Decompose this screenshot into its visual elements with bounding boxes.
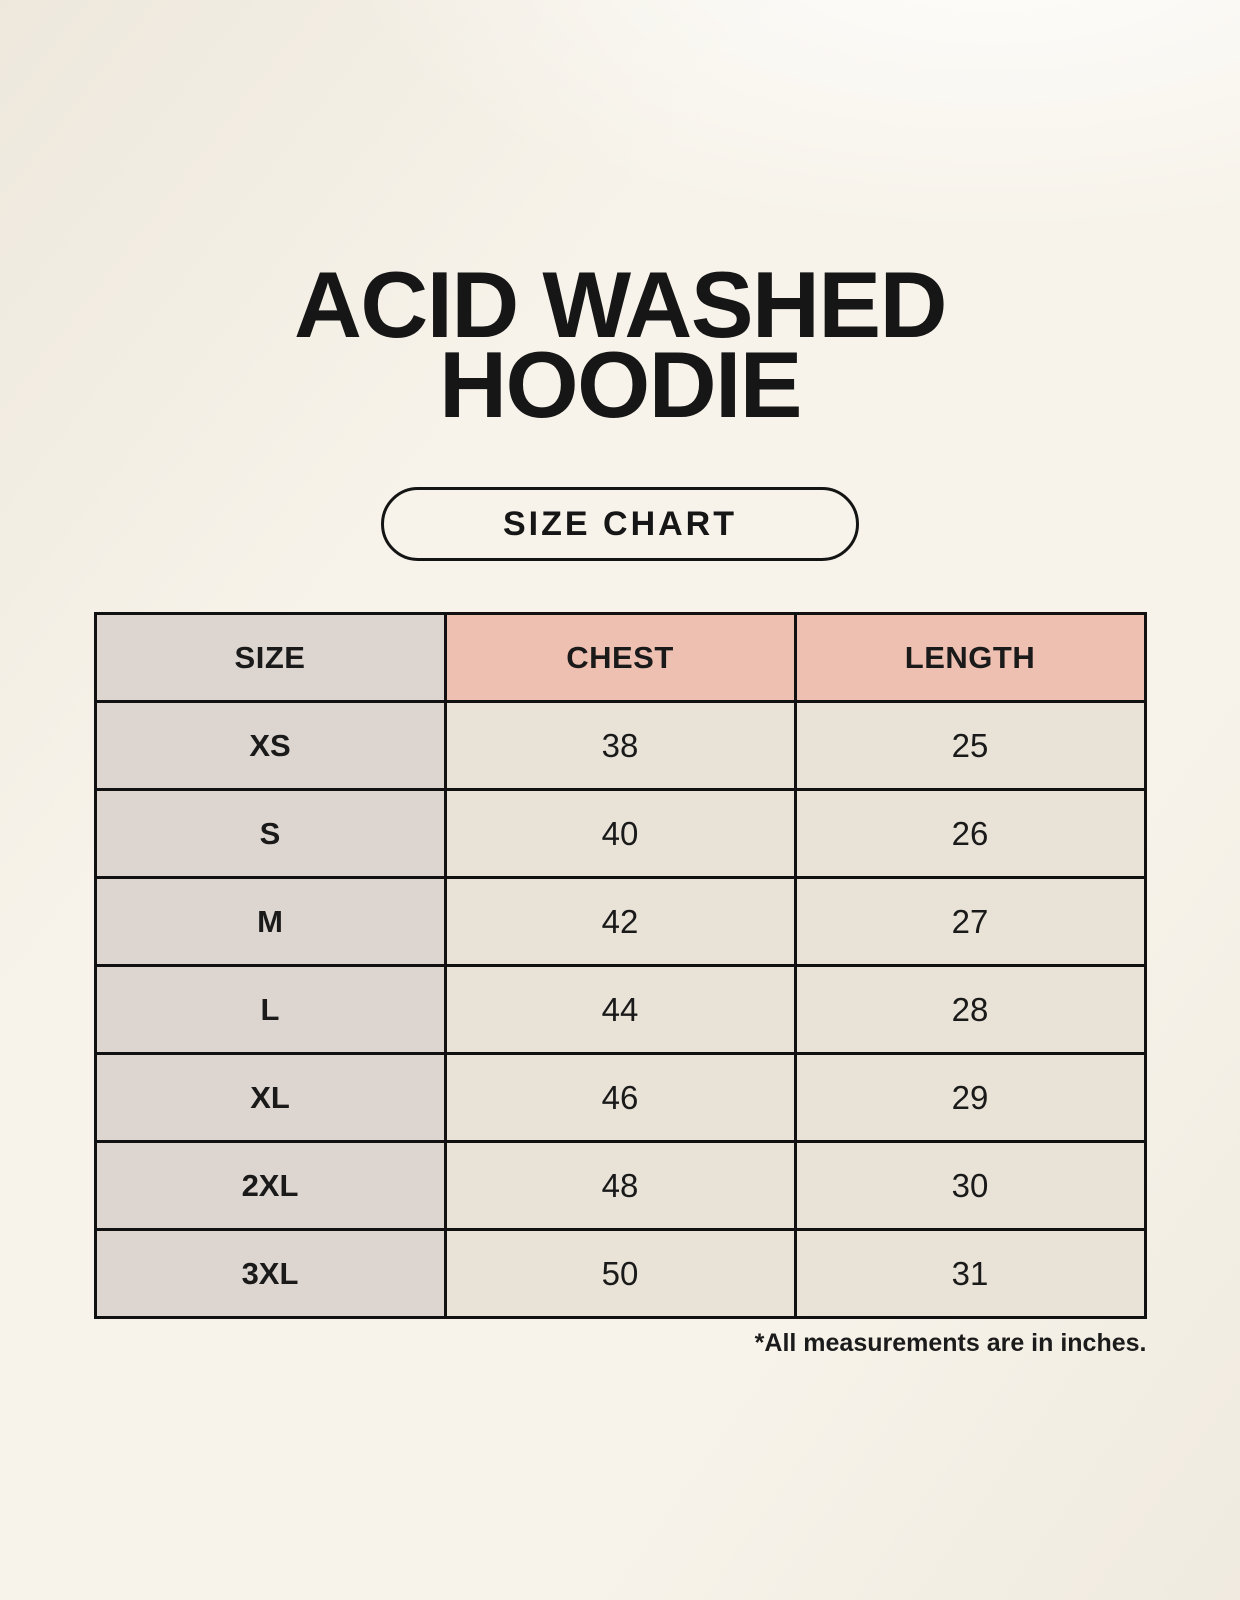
measurements-note: *All measurements are in inches. (754, 1329, 1147, 1357)
size-chart-button[interactable]: SIZE CHART (381, 487, 859, 561)
chest-cell: 38 (443, 700, 797, 791)
chest-cell: 50 (443, 1228, 797, 1319)
chest-cell: 42 (443, 876, 797, 967)
size-table: SIZE CHEST LENGTH XS 38 25 S 40 26 M 42 27 L 44 28 X… (93, 612, 1147, 1319)
table-row: 2XL 48 30 (93, 1140, 1147, 1231)
size-cell: M (93, 876, 447, 967)
length-cell: 29 (793, 1052, 1147, 1143)
length-cell: 25 (793, 700, 1147, 791)
size-cell: L (93, 964, 447, 1055)
chest-cell: 48 (443, 1140, 797, 1231)
size-table-head: SIZE CHEST LENGTH (93, 612, 1147, 703)
table-row: M 42 27 (93, 876, 1147, 967)
chest-cell: 40 (443, 788, 797, 879)
table-row: XS 38 25 (93, 700, 1147, 791)
size-cell: S (93, 788, 447, 879)
header-length: LENGTH (793, 612, 1147, 703)
page-title: ACID WASHED HOODIE (0, 0, 1240, 437)
length-cell: 30 (793, 1140, 1147, 1231)
table-row: L 44 28 (93, 964, 1147, 1055)
page-title-line1: ACID WASHED (294, 252, 947, 357)
header-chest: CHEST (443, 612, 797, 703)
table-row: 3XL 50 31 (93, 1228, 1147, 1319)
size-cell: XS (93, 700, 447, 791)
table-row: S 40 26 (93, 788, 1147, 879)
size-table-body: XS 38 25 S 40 26 M 42 27 L 44 28 XL 46 29 2XL 48 30 3XL 50 3… (93, 700, 1147, 1319)
header-size: SIZE (93, 612, 447, 703)
size-cell: XL (93, 1052, 447, 1143)
table-row: XL 46 29 (93, 1052, 1147, 1143)
chest-cell: 46 (443, 1052, 797, 1143)
table-header-row: SIZE CHEST LENGTH (93, 612, 1147, 703)
length-cell: 31 (793, 1228, 1147, 1319)
length-cell: 26 (793, 788, 1147, 879)
length-cell: 27 (793, 876, 1147, 967)
page-title-line2: HOODIE (439, 332, 802, 437)
size-cell: 3XL (93, 1228, 447, 1319)
size-cell: 2XL (93, 1140, 447, 1231)
chest-cell: 44 (443, 964, 797, 1055)
length-cell: 28 (793, 964, 1147, 1055)
